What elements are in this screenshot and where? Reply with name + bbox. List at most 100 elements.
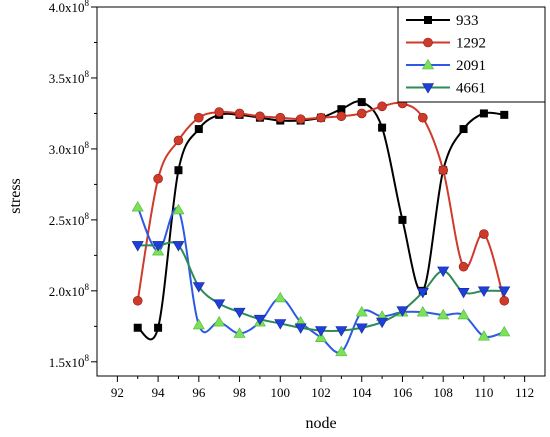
data-point <box>377 101 387 112</box>
y-tick-label: 3.5x108 <box>49 69 90 86</box>
legend: 933 1292 2091 4661 <box>397 6 546 103</box>
x-tick-label: 102 <box>311 385 331 400</box>
data-point <box>459 125 468 134</box>
data-point <box>336 111 347 122</box>
data-point <box>213 315 226 327</box>
y-tick-mantissa: 1.5x10 <box>49 355 85 370</box>
data-point <box>192 318 205 330</box>
data-point <box>131 201 144 212</box>
data-point <box>255 111 265 122</box>
data-point <box>498 286 511 297</box>
data-point <box>253 314 266 326</box>
data-point <box>131 241 144 252</box>
data-point <box>500 110 509 119</box>
y-tick-mantissa: 3.5x10 <box>49 71 85 86</box>
x-tick-label: 92 <box>111 385 124 400</box>
data-point <box>132 295 143 306</box>
data-point <box>194 125 203 134</box>
series-line <box>137 100 505 341</box>
data-point <box>314 331 328 342</box>
legend-swatch-marker <box>421 83 435 94</box>
y-tick-mantissa: 4.0x10 <box>49 0 85 15</box>
data-point <box>499 295 510 306</box>
data-point <box>398 215 407 224</box>
y-tick-exponent: 8 <box>85 69 90 79</box>
data-point <box>335 326 348 337</box>
data-point <box>234 108 245 119</box>
data-point <box>376 317 389 329</box>
data-point <box>355 306 368 317</box>
x-tick-label: 94 <box>152 385 166 400</box>
y-tick-exponent: 8 <box>85 0 90 8</box>
y-tick-mantissa: 2.0x10 <box>49 284 85 299</box>
legend-label: 933 <box>456 13 479 29</box>
data-point <box>416 306 429 317</box>
data-point <box>396 306 409 317</box>
data-point <box>457 308 470 320</box>
y-tick-label: 4.0x108 <box>49 0 90 15</box>
data-point <box>213 299 226 310</box>
data-point <box>314 326 328 337</box>
legend-label: 4661 <box>456 81 486 97</box>
data-point <box>479 109 488 118</box>
data-point <box>437 308 450 320</box>
data-point <box>275 112 286 123</box>
series-4661 <box>131 241 511 337</box>
data-point <box>233 327 246 338</box>
y-tick-label: 1.5x108 <box>49 353 90 370</box>
data-point <box>194 112 204 123</box>
x-tick-label: 110 <box>474 385 493 400</box>
data-point <box>274 319 287 330</box>
data-point <box>437 266 450 278</box>
y-tick-label: 3.0x108 <box>49 140 90 157</box>
series-line <box>137 241 505 332</box>
data-point <box>316 112 326 123</box>
data-point <box>173 135 184 146</box>
y-tick-exponent: 8 <box>85 353 90 363</box>
data-point <box>479 229 489 239</box>
data-point <box>477 286 490 297</box>
data-point <box>295 114 306 124</box>
data-point <box>457 287 470 299</box>
data-point <box>192 282 205 293</box>
data-point <box>356 108 367 119</box>
data-point <box>214 107 224 117</box>
data-point <box>133 323 142 332</box>
data-point <box>337 105 346 114</box>
y-axis-title: stress <box>7 178 24 214</box>
y-tick-exponent: 8 <box>85 211 90 221</box>
data-point <box>458 261 469 272</box>
legend-label: 2091 <box>456 58 486 74</box>
y-tick-exponent: 8 <box>85 282 90 292</box>
series-layer <box>131 98 511 357</box>
data-point <box>477 330 490 341</box>
axis-layer: 92 94 96 98 100 102 104 106 108 110 1121.5x1082.0x… <box>49 0 534 400</box>
data-point <box>172 203 185 215</box>
x-axis-title: node <box>305 415 336 432</box>
data-point <box>154 323 163 332</box>
y-tick-mantissa: 3.0x10 <box>49 142 85 157</box>
x-tick-label: 106 <box>393 385 413 400</box>
data-point <box>174 166 183 175</box>
y-tick-label: 2.5x108 <box>49 211 90 228</box>
data-point <box>355 323 368 334</box>
data-point <box>357 98 366 107</box>
y-tick-exponent: 8 <box>85 140 90 150</box>
series-line <box>136 101 506 302</box>
data-point <box>274 291 287 303</box>
legend-label: 1292 <box>456 36 486 52</box>
x-tick-label: 98 <box>233 385 246 400</box>
data-point <box>498 325 511 337</box>
legend-swatch-marker <box>421 58 435 70</box>
data-point <box>153 173 163 184</box>
x-tick-label: 112 <box>515 385 534 400</box>
data-point <box>335 345 348 357</box>
data-point <box>418 112 428 123</box>
data-point <box>378 123 387 132</box>
x-tick-label: 100 <box>271 385 291 400</box>
x-tick-label: 96 <box>192 385 206 400</box>
data-point <box>233 307 246 319</box>
series-1292 <box>132 98 510 306</box>
y-tick-label: 2.0x108 <box>49 282 90 299</box>
